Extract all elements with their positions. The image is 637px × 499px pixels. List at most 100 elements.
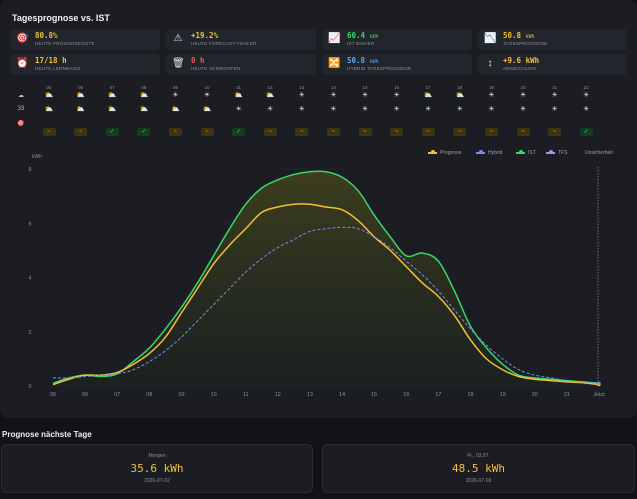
sun-icon: ☀ — [519, 92, 527, 99]
forecast-day-value: 35.6 kWh — [130, 462, 184, 475]
uncertainty-area — [53, 171, 599, 386]
tilde-badge: ~ — [421, 128, 435, 136]
cloud-icon: ☁ — [18, 93, 24, 99]
y-tick-label: 0 — [28, 384, 31, 390]
tilde-badge: ~ — [263, 128, 277, 136]
x-tick-label: 18 — [467, 392, 473, 398]
forecast-day-date: 2026-07-02 — [144, 478, 170, 484]
sun-icon: ☀ — [583, 106, 590, 113]
partly-cloudy-icon: ⛅ — [455, 92, 465, 99]
forecast-day-label: Fr., 03.07. — [467, 453, 490, 459]
forecast-chart: 0 2 4 6 8 kWh 05 06 07 08 09 10 11 12 13 14 15 16 17 18 19 20… — [28, 154, 605, 398]
kpi-card: 🎯 80.8% HEUTE PROGNOSEGÜTE — [10, 29, 160, 50]
sun-icon: ☀ — [361, 92, 369, 99]
tilde-badge: ~ — [453, 128, 467, 136]
x-tick-label: 14 — [339, 392, 345, 398]
partly-cloudy-icon: ⛅ — [139, 92, 149, 99]
forecast-day-label: Morgen — [148, 453, 166, 459]
partly-cloudy-icon: ⛅ — [44, 92, 54, 99]
kpi-card: ⚠ +19.2% HEUTE FORECAST-FEHLER — [166, 29, 316, 50]
kpi-card: ↕ +9.6 kWh ABWEICHUNG — [478, 54, 627, 75]
hour-label: 15 — [362, 85, 368, 90]
hour-label: 22 — [583, 85, 589, 90]
hour-label: 07 — [109, 85, 115, 90]
forecast-day-value: 48.5 kWh — [452, 462, 505, 475]
legend-tfs[interactable]: TFS — [546, 150, 567, 156]
warning-icon: ⚠ — [173, 33, 183, 44]
sun-icon: ☀ — [583, 92, 590, 99]
x-tick-label: 13 — [307, 392, 313, 398]
partly-cloudy-icon: ⛅ — [107, 106, 117, 113]
sun-icon: ☀ — [172, 92, 179, 99]
legend-prognose[interactable]: Prognose — [428, 150, 461, 156]
next-days-title: Prognose nächste Tage — [2, 430, 92, 439]
sun-icon: ☀ — [203, 92, 211, 99]
x-tick-label: 09 — [178, 392, 184, 398]
tilde-badge: ~ — [358, 128, 372, 136]
x-tick-label: 12 — [275, 392, 281, 398]
hour-label: 20 — [520, 85, 526, 90]
tilde-badge: ~ — [548, 128, 562, 136]
hourly-weather-grid: ☁ 33 🎯 05 ⛅ ⛅ ~06 ⛅ ⛅ ~07 ⛅ ⛅ ✓ 08 ⛅ ⛅ ✓ 09 ☀ ⛅ ~10 ☀ ⛅ ~11 ⛅ ☀ ✓ 1… — [14, 85, 619, 144]
legend-unsicherheit[interactable]: Unsicherheit — [585, 150, 613, 156]
kpi-value: 17/18 h — [35, 56, 67, 65]
forecast-vs-actual-card: Tagesprognose vs. IST 🎯 80.8% HEUTE PROGN… — [0, 0, 637, 418]
sun-icon: ☀ — [330, 106, 337, 113]
partly-cloudy-icon: ⛅ — [76, 106, 85, 113]
x-tick-label: 05 — [50, 392, 56, 398]
hour-label: 09 — [172, 85, 178, 90]
partly-cloudy-icon: ⛅ — [265, 92, 275, 99]
partly-cloudy-icon: ⛅ — [76, 92, 85, 99]
legend-ist[interactable]: IST — [516, 150, 536, 156]
hour-label: 12 — [267, 85, 273, 90]
kpi-value: 50.8 kWh — [503, 31, 535, 40]
x-tick-label: 10 — [211, 392, 217, 398]
kpi-value: +19.2% — [191, 31, 219, 40]
partly-cloudy-icon: ⛅ — [139, 106, 149, 113]
kpi-card: 🗑 0 h HEUTE VERWORFEN — [166, 54, 316, 75]
legend-swatch — [476, 150, 485, 155]
sun-icon: ☀ — [551, 92, 558, 99]
hour-label: 10 — [204, 85, 210, 90]
y-tick-label: 8 — [28, 167, 31, 173]
tilde-badge: ~ — [168, 128, 182, 136]
x-tick-label: 17 — [435, 392, 441, 398]
x-tick-label: 19 — [500, 392, 506, 398]
kpi-value: 0 h — [191, 56, 205, 65]
legend-swatch — [428, 150, 437, 155]
hour-label: 06 — [78, 85, 84, 90]
target-icon: 🎯 — [16, 33, 29, 44]
forecast-day-card-friday: Fr., 03.07. 48.5 kWh 2026-07-03 — [322, 444, 635, 493]
x-tick-label: 21 — [564, 392, 570, 398]
hour-label: 13 — [299, 85, 305, 90]
partly-cloudy-icon: ⛅ — [234, 92, 243, 99]
hour-label: 16 — [394, 85, 400, 90]
tilde-badge: ~ — [390, 128, 404, 136]
tilde-badge: ~ — [295, 128, 309, 136]
kpi-label: HEUTE PROGNOSEGÜTE — [35, 41, 95, 46]
forecast-day-date: 2026-07-03 — [465, 478, 492, 484]
check-badge: ✓ — [232, 128, 246, 136]
sun-icon: ☀ — [551, 106, 558, 113]
sun-icon: ☀ — [488, 106, 495, 113]
tilde-badge: ~ — [42, 128, 56, 136]
check-badge: ✓ — [137, 128, 151, 136]
kpi-value: 80.8% — [35, 31, 58, 40]
sun-icon: ☀ — [456, 106, 463, 113]
sun-icon: ☀ — [393, 92, 400, 99]
shuffle-icon: 🔀 — [328, 58, 341, 69]
kpi-label: HYBRID TAGESPROGNOSE — [347, 66, 412, 71]
forecast-day-card-tomorrow: Morgen 35.6 kWh 2026-07-02 — [1, 444, 313, 493]
sun-icon: ☀ — [393, 106, 400, 113]
kpi-value: +9.6 kWh — [503, 56, 540, 65]
partly-cloudy-icon: ⛅ — [107, 92, 117, 99]
sun-icon: ☀ — [519, 106, 527, 113]
legend-swatch — [516, 150, 525, 155]
legend-hybrid[interactable]: Hybrid — [476, 150, 502, 156]
y-axis-label: kWh — [32, 154, 42, 160]
sun-icon: ☀ — [267, 106, 274, 113]
series-endpoint-hybrid — [597, 381, 601, 385]
target-icon: 🎯 — [17, 121, 25, 127]
trash-icon: 🗑 — [172, 58, 185, 69]
kpi-label: IST BISHER — [347, 41, 375, 46]
